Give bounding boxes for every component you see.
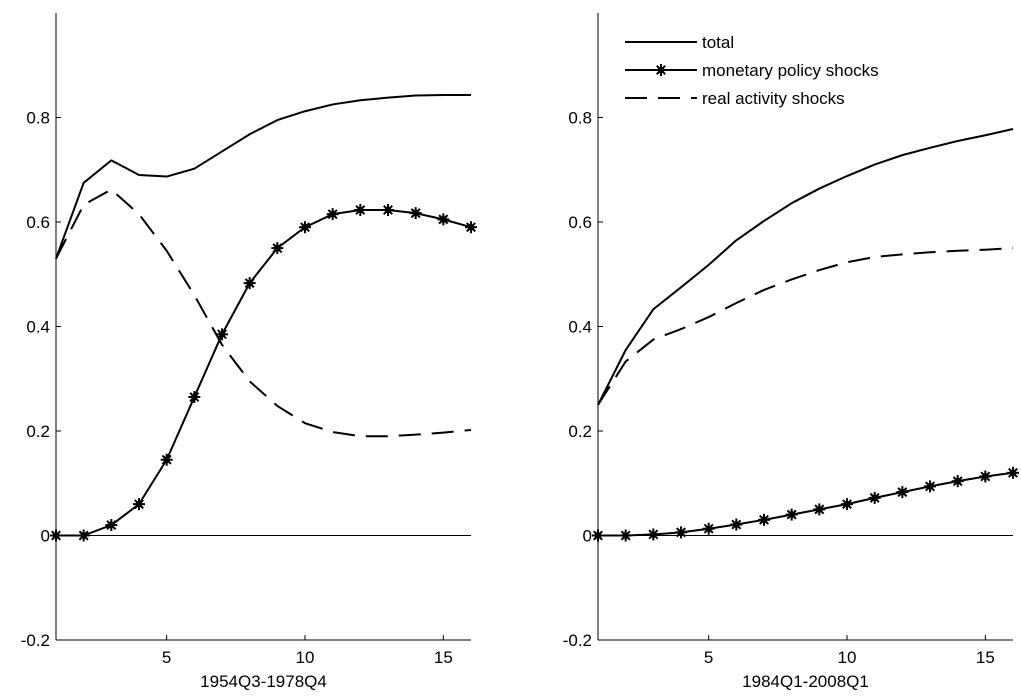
y-tick-label: 0.4 (568, 318, 592, 337)
x-tick-label: 10 (296, 648, 315, 667)
marker-center (705, 525, 712, 532)
series-monetary-policy-shocks-point (326, 208, 339, 221)
marker-center (412, 209, 419, 217)
marker-center (657, 66, 665, 74)
marker-center (954, 477, 961, 485)
series-monetary-policy-shocks-point (188, 391, 201, 404)
x-tick-label: 5 (704, 648, 713, 667)
series-monetary-policy-shocks-point (785, 508, 798, 521)
x-tick-label: 15 (976, 648, 995, 667)
series-monetary-policy-shocks-line (56, 208, 472, 537)
legend: total monetary policy shocks real activity… (625, 33, 879, 108)
marker-center (52, 532, 60, 539)
series-monetary-policy-shocks-point (409, 207, 422, 220)
chart-panel-2: -0.2 0 0.2 0.4 0.6 0.8 5 10 15 1984Q1-2008Q1 total… (563, 13, 1019, 691)
marker-center (440, 216, 447, 223)
series-monetary-policy-shocks-point (758, 513, 770, 526)
series-total-line (55, 94, 471, 259)
series-monetary-policy-shocks-point (979, 470, 992, 483)
marker-center (329, 210, 336, 218)
y-tick-label: 0.4 (26, 318, 50, 337)
y-tick-label: -0.2 (563, 631, 592, 650)
marker-center (218, 331, 226, 338)
series-monetary-policy-shocks-point (924, 480, 936, 493)
series-monetary-policy-shocks-line (598, 471, 1014, 537)
series-monetary-policy-shocks-point (647, 528, 660, 541)
marker-center (622, 532, 629, 539)
marker-center (816, 506, 823, 513)
marker-center (163, 456, 170, 463)
x-tick-label: 10 (838, 648, 857, 667)
marker-center (926, 483, 934, 490)
series-monetary-policy-shocks-point (1007, 466, 1019, 479)
series-monetary-policy-shocks-point (465, 221, 477, 234)
series-monetary-policy-shocks-point (951, 475, 964, 488)
series-monetary-policy-shocks-point (896, 486, 909, 499)
series-monetary-policy-shocks-point (243, 277, 256, 290)
marker-center (80, 532, 87, 539)
series-monetary-policy-shocks-point (50, 529, 62, 542)
marker-center (357, 206, 364, 214)
y-tick-label: 0 (583, 527, 592, 546)
series-monetary-policy-shocks-point (702, 522, 715, 535)
series-monetary-policy-shocks-point (299, 221, 311, 234)
series-monetary-policy-shocks-point (160, 453, 173, 466)
series-monetary-policy-shocks-point (813, 503, 826, 516)
chart-panel-1: -0.2 0 0.2 0.4 0.6 0.8 5 10 15 1954Q3-1978Q4 (21, 13, 477, 691)
y-tick-label: 0.8 (26, 109, 50, 128)
marker-center (843, 500, 851, 508)
marker-center (135, 500, 143, 508)
marker-center (108, 521, 115, 529)
x-axis-label: 1954Q3-1978Q4 (200, 672, 327, 691)
marker-center (594, 532, 602, 539)
marker-center (760, 516, 768, 524)
y-tick-label: 0.8 (568, 109, 592, 128)
marker-center (677, 529, 685, 536)
marker-center (733, 521, 740, 528)
series-monetary-policy-shocks-point (675, 526, 687, 539)
legend-marker (655, 64, 667, 76)
marker-center (191, 393, 198, 401)
series-monetary-policy-shocks-point (105, 519, 118, 532)
y-tick-label: 0.6 (568, 213, 592, 232)
legend-label-real-activity-shocks: real activity shocks (702, 89, 845, 108)
x-axis-label: 1984Q1-2008Q1 (742, 672, 869, 691)
series-monetary-policy-shocks-point (271, 242, 284, 255)
series-monetary-policy-shocks-point (868, 491, 881, 504)
y-tick-label: 0 (41, 527, 50, 546)
series-real-activity-shocks-line (55, 188, 472, 438)
series-monetary-policy-shocks-point (382, 203, 394, 216)
marker-center (650, 531, 657, 538)
series-monetary-policy-shocks-point (354, 203, 367, 216)
marker-center (982, 473, 989, 480)
series-monetary-policy-shocks-point (592, 529, 604, 542)
marker-center (899, 488, 906, 496)
marker-center (1009, 469, 1017, 476)
legend-label-monetary-policy-shocks: monetary policy shocks (702, 61, 879, 80)
marker-center (871, 494, 878, 502)
x-tick-label: 15 (434, 648, 453, 667)
y-tick-label: 0.2 (568, 422, 592, 441)
series-monetary-policy-shocks-point (437, 213, 450, 226)
series-monetary-policy-shocks-point (730, 518, 743, 531)
y-tick-label: 0.6 (26, 213, 50, 232)
marker-center (274, 244, 281, 252)
series-monetary-policy-shocks-point (77, 529, 90, 542)
marker-center (788, 511, 795, 518)
series-monetary-policy-shocks-point (133, 498, 145, 511)
series-real-activity-shocks-line (597, 247, 1014, 406)
series-monetary-policy-shocks-point (216, 328, 228, 341)
series-monetary-policy-shocks-point (841, 498, 853, 511)
legend-label-total: total (702, 33, 734, 52)
y-tick-label: -0.2 (21, 631, 50, 650)
series-monetary-policy-shocks-point (619, 529, 632, 542)
x-tick-label: 5 (162, 648, 171, 667)
y-tick-label: 0.2 (26, 422, 50, 441)
marker-center (467, 224, 475, 231)
series-total-line (597, 128, 1014, 406)
marker-center (301, 224, 309, 231)
marker-center (384, 206, 392, 214)
marker-center (246, 279, 253, 287)
